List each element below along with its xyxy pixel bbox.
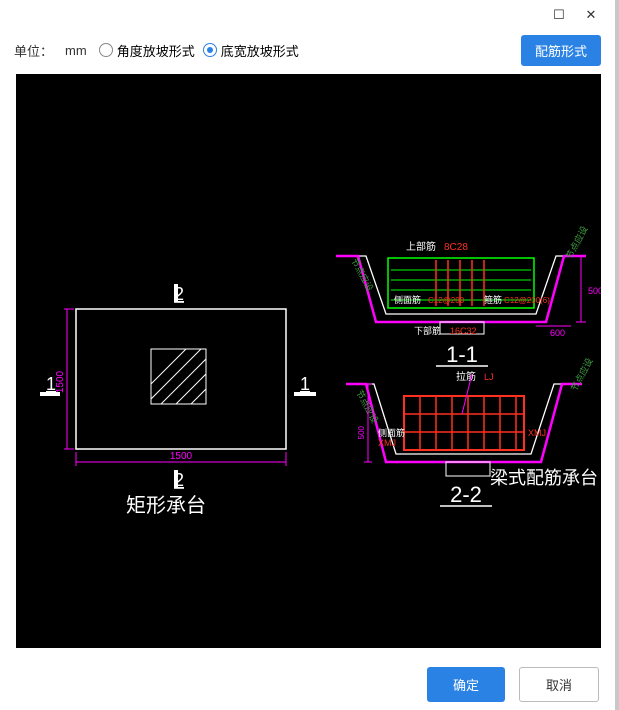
xmj-left: XMJ: [378, 438, 396, 448]
section-1-1-label: 1-1: [446, 342, 478, 367]
radio-dot-icon: [207, 47, 213, 53]
dim-height: 1500: [55, 370, 66, 393]
side-label-22: 侧面筋: [378, 427, 405, 438]
bottom-rebar-label: 下部筋: [414, 325, 441, 336]
maximize-button[interactable]: ☐: [543, 2, 575, 28]
dim-width: 1500: [170, 451, 193, 462]
radio-angle-slope[interactable]: 角度放坡形式: [99, 41, 195, 60]
left-title: 矩形承台: [126, 494, 206, 517]
radio-icon: [203, 43, 217, 57]
cad-canvas[interactable]: 1500 1500 1 1 2 2 矩形承台: [16, 74, 601, 648]
cancel-button[interactable]: 取消: [519, 667, 599, 702]
close-button[interactable]: ✕: [575, 2, 607, 28]
dialog-footer: 确定 取消: [427, 667, 599, 702]
section11-dim-w: 600: [550, 328, 565, 338]
section-mark-1-right: 1: [300, 374, 310, 394]
side-rebar-label: 侧面筋: [394, 294, 421, 305]
section-2-2: 拉筋 LJ 侧面筋 XMJ XMJ 节点应设 节点应设 500 梁式配筋承台: [346, 356, 598, 507]
ok-button[interactable]: 确定: [427, 667, 505, 702]
la-spec: LJ: [484, 372, 494, 382]
left-plan-view: 1500 1500 1 1 2 2 矩形承台: [40, 284, 316, 517]
config-rebar-button[interactable]: 配筋形式: [521, 35, 601, 66]
top-rebar-spec: 8C28: [444, 242, 468, 253]
unit-value: mm: [65, 43, 87, 58]
unit-label: 单位：: [14, 41, 53, 60]
la-label: 拉筋: [456, 370, 476, 383]
section-2-2-label: 2-2: [450, 482, 482, 507]
radio-width-label: 底宽放坡形式: [221, 41, 299, 60]
radio-icon: [99, 43, 113, 57]
section-mark-1-left: 1: [46, 374, 56, 394]
hoop-label: 箍筋: [484, 294, 502, 305]
radio-width-slope[interactable]: 底宽放坡形式: [203, 41, 299, 60]
hoop-spec: C12@200(6): [504, 296, 550, 305]
section-1-1: 上部筋 8C28 侧面筋 C12@200 箍筋 C12@200(6) 下部筋 1…: [336, 224, 601, 367]
section11-dim-h: 500: [588, 286, 601, 296]
bottom-rebar-spec: 16C32: [450, 326, 477, 336]
top-rebar-label: 上部筋: [406, 240, 436, 253]
cad-drawing-svg: 1500 1500 1 1 2 2 矩形承台: [16, 74, 601, 648]
side-rebar-spec: C12@200: [428, 296, 465, 305]
right-slope-note-22: 节点应设: [568, 356, 595, 393]
toolbar: 单位： mm 角度放坡形式 底宽放坡形式 配筋形式: [0, 30, 615, 70]
right-title: 梁式配筋承台: [490, 468, 598, 488]
dialog-window: ☐ ✕ 单位： mm 角度放坡形式 底宽放坡形式 配筋形式: [0, 0, 619, 710]
radio-angle-label: 角度放坡形式: [117, 41, 195, 60]
xmj-right: XMJ: [528, 428, 546, 438]
titlebar: ☐ ✕: [0, 0, 615, 30]
section22-dim-h: 500: [357, 425, 366, 439]
